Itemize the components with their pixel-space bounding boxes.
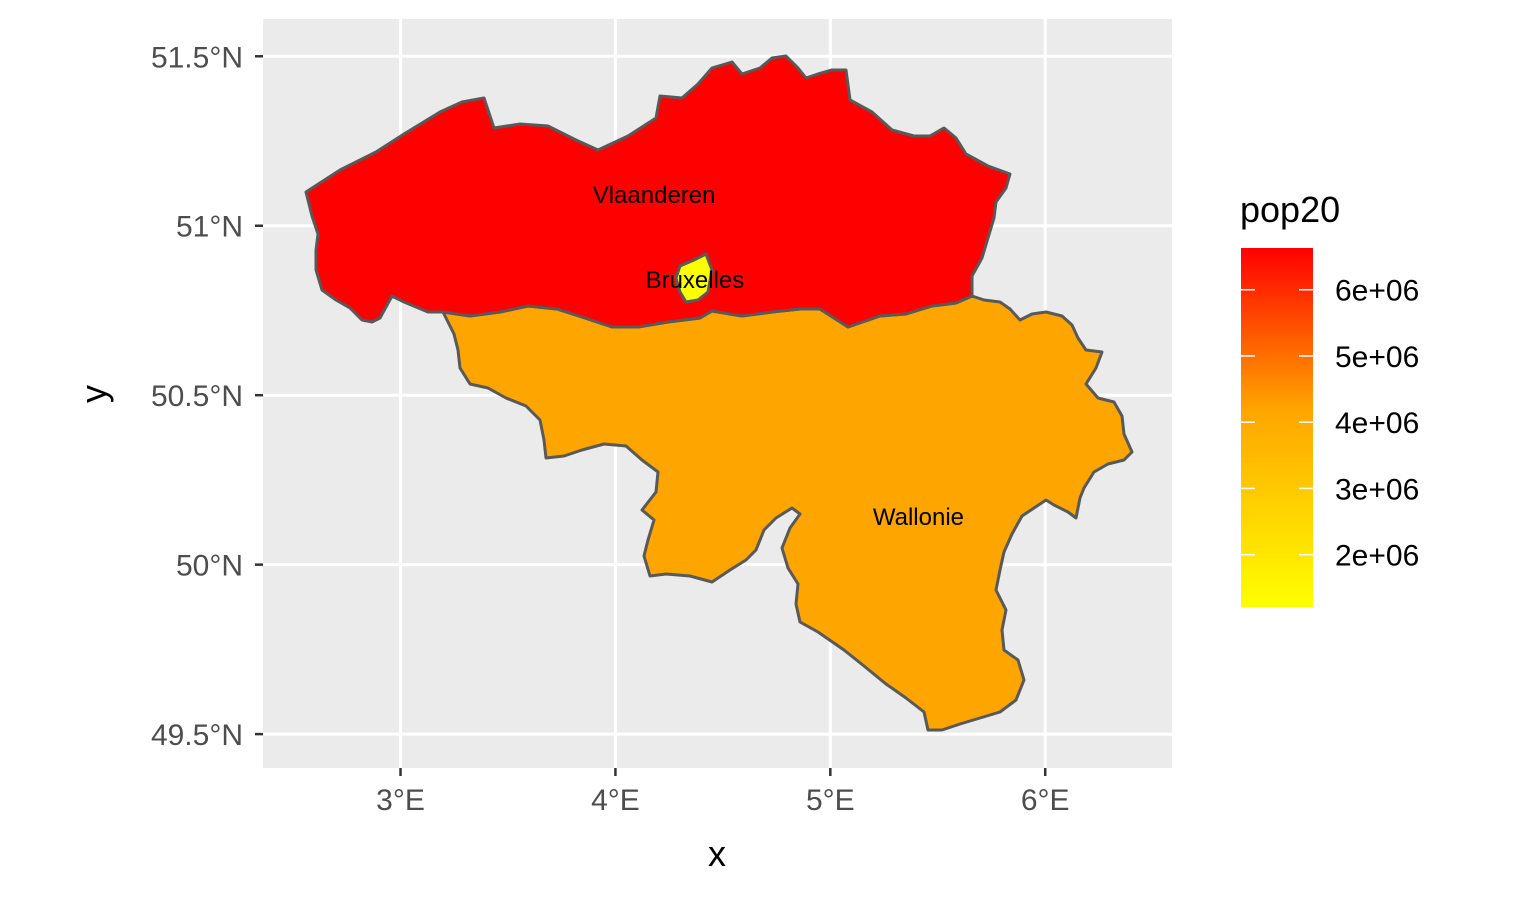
y-axis-title: y <box>73 385 114 403</box>
legend-break-label: 6e+06 <box>1335 275 1419 308</box>
region-label-vlaanderen: Vlaanderen <box>593 182 716 209</box>
region-label-wallonie: Wallonie <box>873 504 964 531</box>
legend-break-label: 2e+06 <box>1335 540 1419 573</box>
axes: 3°E 4°E 5°E 6°E 49.5°N 50°N 50.5°N 51°N 51.5°N <box>151 41 1070 817</box>
x-tick-label: 4°E <box>591 784 640 817</box>
y-tick-label: 51.5°N <box>151 41 243 74</box>
x-tick-label: 5°E <box>806 784 855 817</box>
y-tick-label: 50°N <box>176 550 243 583</box>
region-bruxelles <box>674 252 714 304</box>
legend-break-label: 3e+06 <box>1335 473 1419 506</box>
y-tick-label: 50.5°N <box>151 380 243 413</box>
legend-break-label: 4e+06 <box>1335 407 1419 440</box>
legend-title: pop20 <box>1240 189 1340 230</box>
legend-colorbar <box>1241 248 1313 607</box>
region-labels: Vlaanderen Wallonie Bruxelles <box>593 182 964 531</box>
x-tick-label: 3°E <box>376 784 425 817</box>
region-label-bruxelles: Bruxelles <box>646 267 745 294</box>
legend-breaks: 2e+06 3e+06 4e+06 5e+06 6e+06 <box>1241 275 1419 573</box>
legend-break-label: 5e+06 <box>1335 341 1419 374</box>
legend: pop20 2e+06 3e+06 4e+06 5e+06 6e+06 <box>1240 189 1419 607</box>
x-tick-label: 6°E <box>1021 784 1070 817</box>
y-tick-label: 51°N <box>176 211 243 244</box>
y-tick-label: 49.5°N <box>151 719 243 752</box>
x-axis-title: x <box>708 833 726 874</box>
